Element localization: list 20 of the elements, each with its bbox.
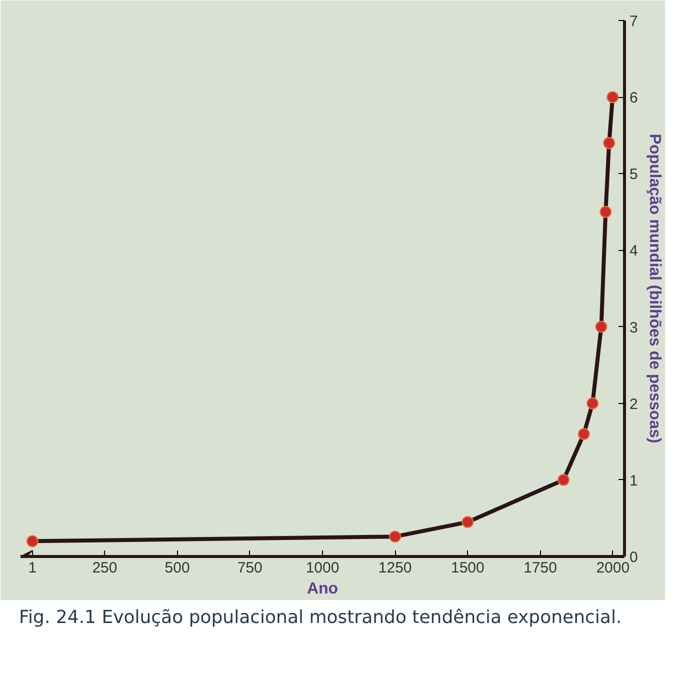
caption: Fig. 24.1 Evolução populacional mostrando tendência exponencial. (19, 606, 622, 630)
y-tick-label: 7 (630, 13, 638, 30)
x-tick-label: 250 (92, 560, 118, 576)
y-tick-label: 2 (630, 396, 638, 413)
x-tick-label: 1250 (378, 560, 412, 576)
x-tick-label: 1 (28, 560, 37, 576)
y-tick-label: 3 (630, 319, 638, 336)
y-tick-label: 0 (630, 549, 638, 566)
x-tick-label: 1750 (524, 560, 557, 576)
x-axis-title: Ano (306, 580, 338, 598)
y-axis-title: População mundial (bilhões de pessoas) (646, 134, 663, 444)
y-tick-label: 6 (630, 90, 638, 107)
x-tick-label: 500 (164, 560, 190, 576)
x-tick-label: 2000 (596, 560, 630, 576)
x-tick-label: 1000 (306, 560, 340, 576)
y-tick-label: 5 (630, 166, 638, 184)
y-tick-label: 1 (630, 472, 638, 490)
x-tick-label: 1500 (451, 560, 484, 576)
x-tick-label: 750 (237, 560, 262, 576)
y-tick-label: 4 (630, 242, 638, 260)
